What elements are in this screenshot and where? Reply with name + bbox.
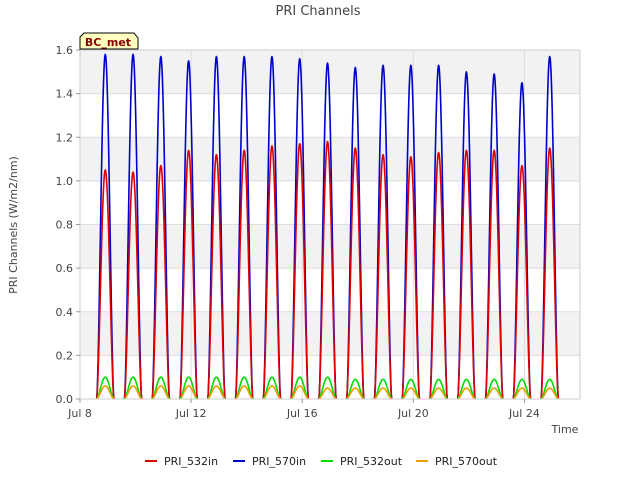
series-line-pri-532out — [96, 376, 559, 400]
legend-item: PRI_570out — [416, 455, 498, 468]
background-band — [80, 311, 580, 356]
legend-item: PRI_532out — [321, 455, 403, 468]
site-badge-label: BC_met — [85, 36, 131, 49]
series-line-pri-570in — [95, 53, 560, 400]
series-layer — [95, 53, 560, 400]
x-axis-label: Time — [551, 423, 579, 436]
y-tick-label: 1.0 — [56, 175, 74, 188]
y-tick-label: 0.0 — [56, 393, 74, 406]
legend: PRI_532in PRI_570in PRI_532out PRI_570out — [145, 455, 498, 468]
x-tick-label: Jul 24 — [508, 407, 540, 420]
background-band — [80, 355, 580, 399]
legend-label: PRI_570out — [435, 455, 498, 468]
x-tick-label: Jul 12 — [175, 407, 207, 420]
background-band — [80, 50, 580, 94]
x-axis-ticks: Jul 8 Jul 12 Jul 16 Jul 20 Jul 24 — [67, 399, 540, 420]
y-axis-ticks: 0.0 0.2 0.4 0.6 0.8 1.0 1.2 1.4 1.6 — [56, 44, 80, 406]
background-band — [80, 224, 580, 269]
site-badge-box — [79, 32, 139, 50]
y-axis-label: PRI Channels (W/m2/nm) — [7, 156, 20, 294]
legend-label: PRI_570in — [252, 455, 306, 468]
y-tick-label: 1.2 — [56, 131, 74, 144]
legend-item: PRI_532in — [145, 455, 218, 468]
x-tick-label: Jul 8 — [67, 407, 92, 420]
x-tick-label: Jul 20 — [397, 407, 429, 420]
y-tick-label: 0.6 — [56, 262, 74, 275]
y-tick-label: 0.4 — [56, 306, 74, 319]
legend-item: PRI_570in — [233, 455, 306, 468]
series-line-pri-570out — [96, 385, 559, 400]
background-band — [80, 268, 580, 312]
legend-label: PRI_532out — [340, 455, 403, 468]
y-tick-label: 1.4 — [56, 88, 74, 101]
site-badge: BC_met — [79, 32, 139, 50]
y-tick-label: 0.2 — [56, 349, 74, 362]
series-line-pri-532in — [95, 140, 560, 400]
chart-title: PRI Channels — [276, 4, 361, 19]
legend-label: PRI_532in — [164, 455, 218, 468]
y-tick-label: 0.8 — [56, 219, 74, 232]
x-tick-label: Jul 16 — [286, 407, 318, 420]
y-tick-label: 1.6 — [56, 44, 74, 57]
